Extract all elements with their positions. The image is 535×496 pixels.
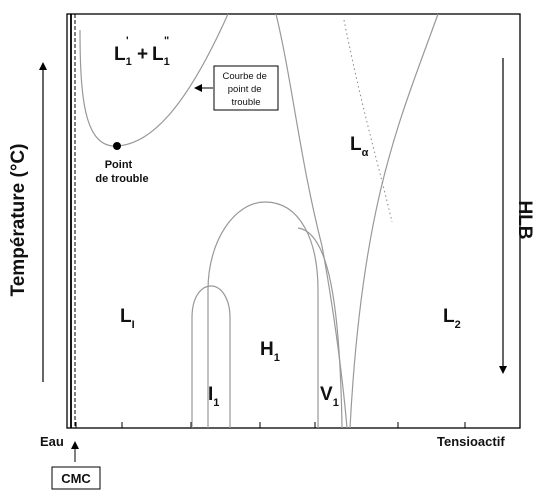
h1-dome-boundary xyxy=(207,201,319,428)
phase-label-l1-dprime-sup: " xyxy=(164,35,169,47)
cloud-point-marker xyxy=(113,142,121,150)
temperature-axis-title: Température (°C) xyxy=(8,144,29,297)
i1-dome-boundary xyxy=(191,285,231,428)
x-axis-right-label: Tensioactif xyxy=(437,434,505,449)
phase-label-l-alpha: Lα xyxy=(350,134,369,159)
cmc-box xyxy=(51,466,101,490)
l-alpha-dotted-boundary xyxy=(343,19,393,223)
x-axis-ticks xyxy=(75,422,466,428)
phase-label-plus: + xyxy=(137,44,148,65)
cloud-point-label: Point de trouble xyxy=(95,159,148,185)
plot-frame xyxy=(66,13,521,429)
phase-label-l1: LI xyxy=(120,306,135,331)
phase-label-i1: I1 xyxy=(208,384,219,409)
phase-label-h1: H1 xyxy=(260,339,280,364)
cloud-curve-callout-box xyxy=(213,65,279,111)
phase-label-l1-dprime: L1 xyxy=(152,44,170,68)
phase-label-l1-prime-sup: ' xyxy=(126,35,129,47)
cmc-label: CMC xyxy=(61,471,91,486)
x-axis-left-label: Eau xyxy=(40,434,64,449)
phase-label-v1: V1 xyxy=(320,384,339,409)
cloud-point-curve xyxy=(79,13,229,147)
l-alpha-left-boundary xyxy=(275,13,348,429)
phase-label-l1-prime: L1 xyxy=(114,44,132,68)
v1-dome-boundary xyxy=(297,227,343,429)
hlb-axis-title: HLB xyxy=(514,200,535,239)
l-alpha-right-boundary xyxy=(349,13,439,429)
phase-label-l2: L2 xyxy=(443,306,461,331)
cloud-curve-callout-text: Courbe de point de trouble xyxy=(222,71,269,108)
